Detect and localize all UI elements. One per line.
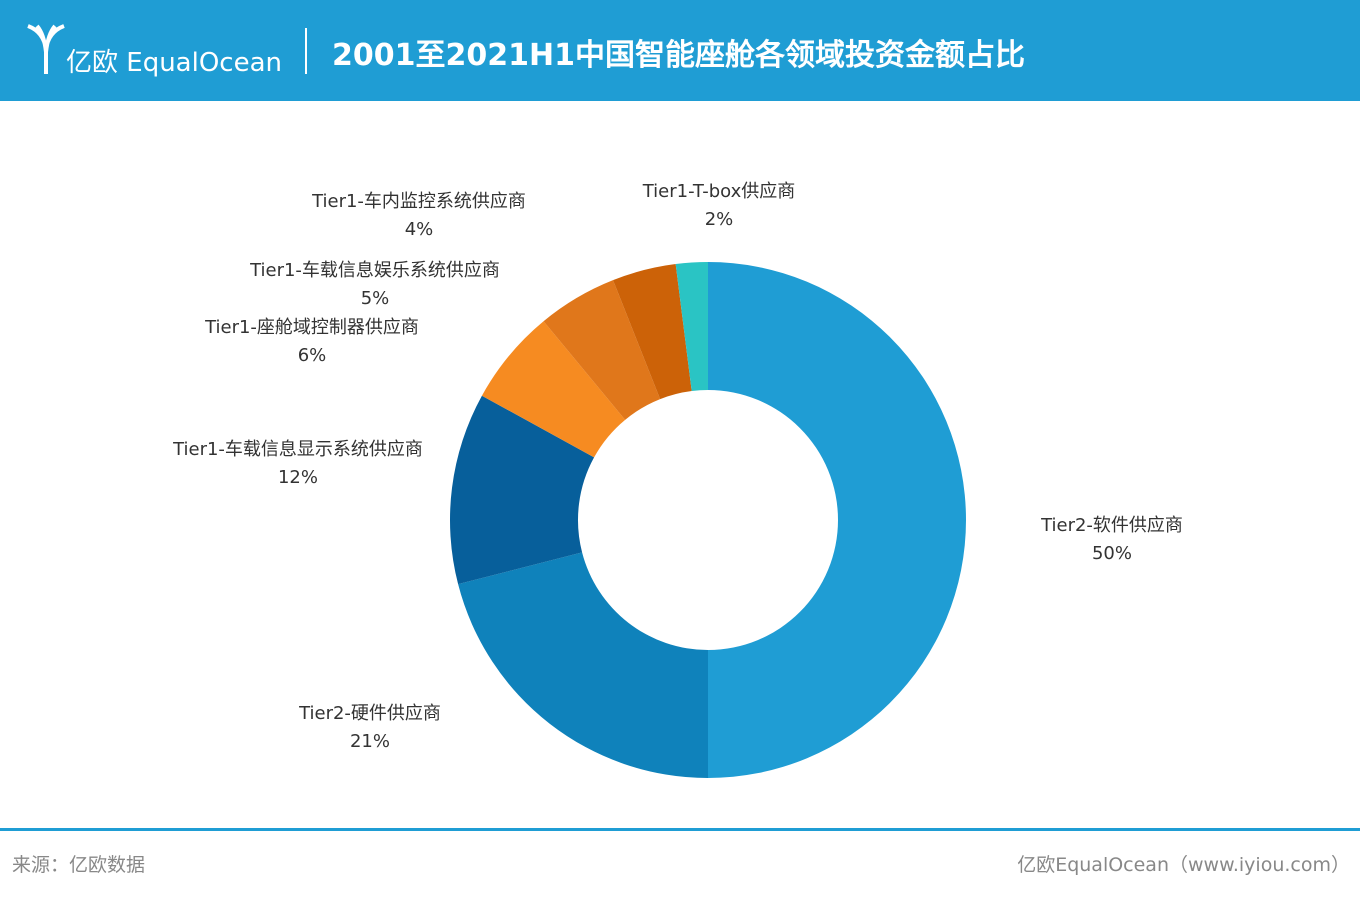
slice-label: Tier2-软件供应商 50% [972, 512, 1252, 568]
donut-slice [481, 321, 626, 458]
label-value: 12% [277, 467, 318, 488]
footer-line [0, 828, 1360, 831]
donut-slice [708, 262, 966, 778]
logo-text: 亿欧 EqualOcean [66, 48, 282, 78]
label-value: 21% [349, 731, 390, 752]
donut-slice [458, 552, 708, 778]
slice-label: Tier1-T-box供应商 2% [579, 178, 859, 234]
label-name: Tier2-软件供应商 [1041, 515, 1183, 536]
slice-label: Tier1-车载信息娱乐系统供应商 5% [235, 257, 515, 313]
label-name: Tier1-座舱域控制器供应商 [205, 317, 419, 338]
label-value: 4% [404, 219, 434, 240]
donut-slice [543, 280, 661, 420]
label-name: Tier1-车载信息显示系统供应商 [173, 439, 423, 460]
chart-title: 2001至2021H1中国智能座舱各领域投资金额占比 [332, 38, 1025, 73]
label-name: Tier1-车载信息娱乐系统供应商 [250, 260, 500, 281]
slice-label: Tier2-硬件供应商 21% [230, 700, 510, 756]
separator [305, 28, 307, 74]
label-name: Tier1-T-box供应商 [642, 181, 796, 202]
donut-slice [675, 262, 708, 392]
slice-label: Tier1-车载信息显示系统供应商 12% [158, 436, 438, 492]
slice-label: Tier1-车内监控系统供应商 4% [279, 188, 559, 244]
credit: 亿欧EqualOcean（www.iyiou.com） [1017, 854, 1350, 876]
header: 亿欧 EqualOcean 2001至2021H1中国智能座舱各领域投资金额占比 [0, 0, 1360, 101]
logo-icon [27, 24, 65, 74]
label-name: Tier2-硬件供应商 [299, 703, 441, 724]
label-value: 6% [297, 345, 327, 366]
label-value: 50% [1091, 543, 1132, 564]
label-name: Tier1-车内监控系统供应商 [312, 191, 526, 212]
source: 来源：亿欧数据 [12, 854, 146, 876]
label-value: 2% [704, 209, 734, 230]
slice-label: Tier1-座舱域控制器供应商 6% [172, 314, 452, 370]
label-value: 5% [360, 288, 390, 309]
donut-slice [450, 395, 595, 585]
donut-slice [613, 264, 692, 400]
